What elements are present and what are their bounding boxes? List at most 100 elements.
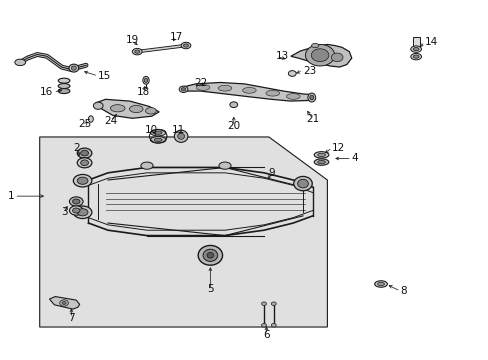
Text: 10: 10 [145,125,158,135]
Ellipse shape [132,48,142,55]
Ellipse shape [145,108,156,114]
Ellipse shape [73,208,80,213]
Polygon shape [290,44,351,67]
Ellipse shape [77,158,92,168]
Ellipse shape [198,246,222,265]
Ellipse shape [60,300,68,306]
Ellipse shape [412,48,418,51]
Ellipse shape [142,76,149,84]
Polygon shape [40,137,327,327]
Text: 2: 2 [73,143,80,153]
Bar [412,37,419,47]
Ellipse shape [69,64,79,72]
Ellipse shape [307,93,315,102]
Ellipse shape [88,116,93,122]
Ellipse shape [271,302,276,306]
Ellipse shape [81,150,88,156]
Ellipse shape [154,131,162,134]
Text: 24: 24 [103,116,117,126]
Ellipse shape [58,89,70,94]
Ellipse shape [150,136,165,143]
Ellipse shape [311,43,318,48]
Ellipse shape [69,206,83,215]
Text: 6: 6 [263,330,269,340]
Ellipse shape [177,133,184,139]
Text: 13: 13 [276,51,289,61]
Polygon shape [181,82,312,101]
Ellipse shape [271,323,276,327]
Ellipse shape [15,59,25,66]
Ellipse shape [412,55,418,58]
Ellipse shape [144,78,147,82]
Ellipse shape [62,302,66,305]
Ellipse shape [219,162,231,169]
Ellipse shape [314,152,328,158]
Text: 3: 3 [61,207,67,217]
Ellipse shape [206,252,213,258]
Text: 20: 20 [227,121,240,131]
Ellipse shape [71,66,76,70]
Ellipse shape [93,102,103,109]
Polygon shape [96,99,159,118]
Ellipse shape [73,199,80,204]
Ellipse shape [229,102,237,108]
Text: 19: 19 [125,35,139,45]
Ellipse shape [288,71,296,76]
Text: 5: 5 [206,284,213,294]
Circle shape [305,44,334,66]
Text: 25: 25 [78,120,91,129]
Text: 23: 23 [303,66,316,76]
Ellipse shape [73,175,92,187]
Text: 4: 4 [351,153,358,163]
Ellipse shape [314,159,328,165]
Text: 9: 9 [267,168,274,178]
Ellipse shape [77,148,92,158]
Ellipse shape [261,302,266,306]
Ellipse shape [154,138,162,141]
Ellipse shape [179,86,187,93]
Ellipse shape [181,87,185,91]
Circle shape [311,49,328,62]
Ellipse shape [261,323,266,327]
Text: 15: 15 [98,71,111,81]
Ellipse shape [265,90,279,96]
Ellipse shape [309,95,313,100]
Ellipse shape [150,130,165,136]
Text: 16: 16 [40,87,53,97]
Ellipse shape [377,282,384,285]
Ellipse shape [58,78,70,83]
Ellipse shape [183,44,188,47]
Ellipse shape [317,153,325,157]
Ellipse shape [286,94,300,99]
Ellipse shape [410,46,421,52]
Text: 22: 22 [194,78,207,88]
Ellipse shape [69,197,83,206]
Text: 1: 1 [8,191,14,201]
Ellipse shape [58,84,70,89]
Text: 18: 18 [136,87,149,97]
Ellipse shape [218,85,231,91]
Ellipse shape [77,209,88,216]
Ellipse shape [293,176,312,191]
Ellipse shape [297,179,308,188]
Ellipse shape [135,50,140,53]
Ellipse shape [203,249,217,261]
Ellipse shape [196,85,209,90]
Ellipse shape [129,105,143,113]
Ellipse shape [317,161,325,164]
Ellipse shape [141,162,153,169]
Ellipse shape [242,87,256,93]
Circle shape [330,53,342,62]
Text: 21: 21 [305,114,319,124]
Polygon shape [49,297,80,309]
Text: 12: 12 [331,143,345,153]
Ellipse shape [77,177,88,184]
Ellipse shape [181,42,190,49]
Ellipse shape [174,130,187,142]
Text: 14: 14 [424,37,437,47]
Ellipse shape [73,206,92,219]
Ellipse shape [410,53,421,60]
Ellipse shape [374,281,386,287]
Text: 17: 17 [169,32,183,41]
Text: 8: 8 [400,286,407,296]
